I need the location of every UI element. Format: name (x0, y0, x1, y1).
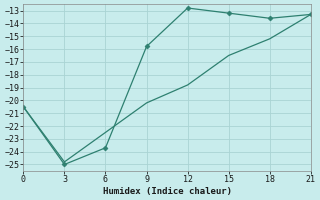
X-axis label: Humidex (Indice chaleur): Humidex (Indice chaleur) (103, 187, 232, 196)
